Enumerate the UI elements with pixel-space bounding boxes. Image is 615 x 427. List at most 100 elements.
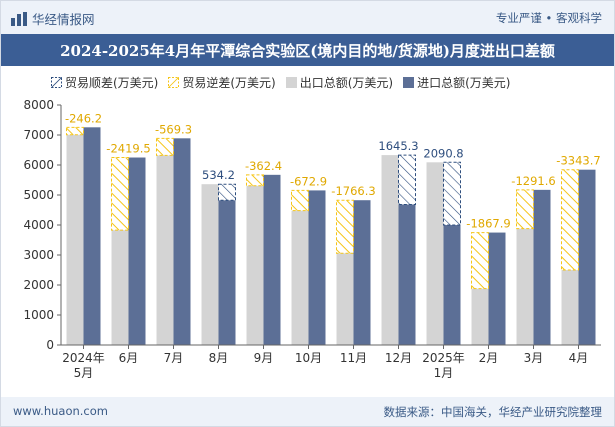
legend-swatch-import bbox=[403, 77, 415, 88]
balance-data-label: -1291.6 bbox=[511, 174, 555, 188]
month-group: -246.2 bbox=[65, 111, 102, 345]
import-bar[interactable] bbox=[308, 190, 326, 345]
x-tick-label: 10月 bbox=[295, 351, 322, 365]
export-bar[interactable] bbox=[381, 155, 399, 345]
x-tick-label: 6月 bbox=[119, 351, 139, 365]
import-bar[interactable] bbox=[128, 157, 146, 345]
balance-data-label: -246.2 bbox=[65, 111, 102, 125]
x-tick-label: 5月 bbox=[74, 366, 94, 380]
export-bar[interactable] bbox=[201, 184, 219, 345]
x-tick-label: 7月 bbox=[164, 351, 184, 365]
month-group: -569.3 bbox=[155, 122, 192, 345]
footer-source: 数据来源：中国海关，华经产业研究院整理 bbox=[383, 405, 603, 419]
legend-item-surplus[interactable]: 贸易顺差(万美元) bbox=[51, 74, 158, 91]
y-tick-label: 2000 bbox=[23, 278, 54, 292]
deficit-segment[interactable] bbox=[336, 199, 354, 254]
surplus-segment[interactable] bbox=[443, 161, 461, 226]
export-bar[interactable] bbox=[291, 210, 309, 345]
export-bar[interactable] bbox=[336, 253, 354, 345]
month-group: -1766.3 bbox=[331, 184, 376, 345]
import-bar[interactable] bbox=[353, 200, 371, 345]
legend-label-import: 进口总额(万美元) bbox=[417, 76, 511, 90]
balance-data-label: -569.3 bbox=[155, 122, 192, 136]
export-bar[interactable] bbox=[561, 270, 579, 345]
surplus-segment[interactable] bbox=[218, 183, 236, 201]
x-tick-label: 4月 bbox=[569, 351, 589, 365]
footer-website-link[interactable]: www.huaon.com bbox=[13, 404, 108, 418]
month-group: -1291.6 bbox=[511, 174, 556, 345]
import-bar[interactable] bbox=[83, 127, 101, 345]
y-tick-label: 7000 bbox=[23, 128, 54, 142]
y-tick-label: 1000 bbox=[23, 308, 54, 322]
export-bar[interactable] bbox=[156, 155, 174, 345]
balance-data-label: 1645.3 bbox=[378, 139, 418, 153]
import-bar[interactable] bbox=[533, 189, 551, 345]
deficit-segment[interactable] bbox=[561, 169, 579, 271]
import-bar[interactable] bbox=[263, 174, 281, 345]
bars: -246.2 -2419.5 -569.3 534.2 -362.4 -672.9 -176… bbox=[65, 111, 601, 345]
x-tick-label: 9月 bbox=[254, 351, 274, 365]
import-bar[interactable] bbox=[218, 200, 236, 345]
title-bar: 2024-2025年4月年平潭综合实验区(境内目的地/货源地)月度进出口差额 bbox=[1, 34, 614, 66]
balance-data-label: 2090.8 bbox=[423, 146, 463, 160]
deficit-segment[interactable] bbox=[111, 157, 129, 231]
export-bar[interactable] bbox=[471, 288, 489, 345]
x-tick-label: 2025年 bbox=[422, 351, 465, 365]
brand-name: 华经情报网 bbox=[32, 12, 95, 27]
export-bar[interactable] bbox=[246, 185, 264, 345]
legend-item-import[interactable]: 进口总额(万美元) bbox=[403, 74, 511, 91]
export-bar[interactable] bbox=[66, 134, 84, 345]
y-tick-label: 6000 bbox=[23, 158, 54, 172]
legend-label-export: 出口总额(万美元) bbox=[299, 76, 394, 90]
brand[interactable]: 华经情报网 bbox=[11, 9, 95, 28]
bar-chart: 0 1000 2000 3000 4000 5000 6000 7000 8000 -246.2… bbox=[23, 98, 601, 380]
legend: 贸易顺差(万美元) 贸易逆差(万美元) 出口总额(万美元) 进口总额(万美元) bbox=[51, 74, 521, 91]
export-bar[interactable] bbox=[111, 230, 129, 345]
y-tick-label: 8000 bbox=[23, 98, 54, 112]
deficit-segment[interactable] bbox=[516, 189, 534, 230]
import-bar[interactable] bbox=[173, 138, 191, 345]
deficit-segment[interactable] bbox=[156, 137, 174, 156]
y-tick-label: 5000 bbox=[23, 188, 54, 202]
legend-swatch-export bbox=[285, 77, 297, 88]
balance-data-label: -2419.5 bbox=[106, 142, 150, 156]
balance-data-label: -672.9 bbox=[290, 174, 327, 188]
export-bar[interactable] bbox=[516, 228, 534, 345]
legend-swatch-deficit bbox=[168, 77, 180, 88]
import-bar[interactable] bbox=[488, 232, 506, 345]
month-group: 2090.8 bbox=[423, 146, 464, 345]
surplus-segment[interactable] bbox=[398, 154, 416, 205]
balance-data-label: -362.4 bbox=[245, 159, 282, 173]
x-tick-label: 3月 bbox=[524, 351, 544, 365]
tagline: 专业严谨 • 客观科学 bbox=[495, 11, 602, 25]
balance-data-label: -1867.9 bbox=[466, 217, 510, 231]
import-bar[interactable] bbox=[578, 169, 596, 345]
month-group: 534.2 bbox=[201, 168, 236, 345]
x-tick-label: 2月 bbox=[479, 351, 499, 365]
legend-item-export[interactable]: 出口总额(万美元) bbox=[285, 74, 394, 91]
deficit-segment[interactable] bbox=[291, 189, 309, 212]
deficit-segment[interactable] bbox=[471, 232, 489, 290]
y-tick-label: 0 bbox=[46, 338, 54, 352]
import-bar[interactable] bbox=[398, 204, 416, 345]
x-tick-label: 11月 bbox=[340, 351, 367, 365]
export-bar[interactable] bbox=[426, 162, 444, 345]
month-group: -3343.7 bbox=[556, 154, 601, 345]
balance-data-label: -3343.7 bbox=[556, 154, 600, 168]
import-bar[interactable] bbox=[443, 225, 461, 345]
month-group: 1645.3 bbox=[378, 139, 419, 345]
balance-data-label: 534.2 bbox=[202, 168, 235, 182]
legend-swatch-surplus bbox=[51, 77, 62, 88]
deficit-segment[interactable] bbox=[246, 174, 264, 187]
balance-data-label: -1766.3 bbox=[331, 184, 375, 198]
x-tick-label: 12月 bbox=[385, 351, 412, 365]
legend-item-deficit[interactable]: 贸易逆差(万美元) bbox=[168, 74, 276, 91]
month-group: -2419.5 bbox=[106, 142, 151, 345]
deficit-segment[interactable] bbox=[66, 126, 84, 136]
month-group: -362.4 bbox=[245, 159, 282, 345]
brand-logo-icon bbox=[11, 11, 27, 26]
y-tick-label: 3000 bbox=[23, 248, 54, 262]
y-axis: 0 1000 2000 3000 4000 5000 6000 7000 8000 bbox=[23, 98, 62, 352]
